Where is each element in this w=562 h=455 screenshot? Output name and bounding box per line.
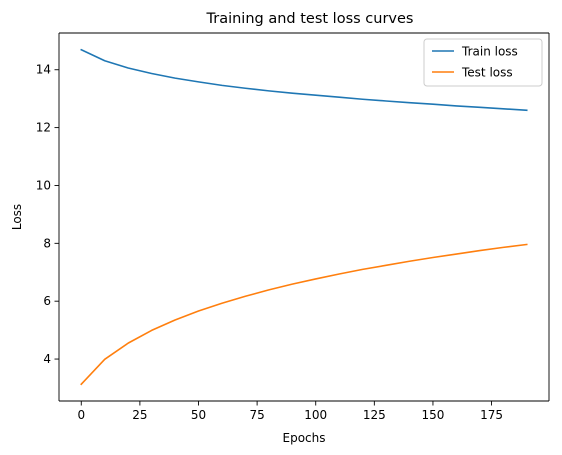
y-tick-label: 12 <box>36 121 51 135</box>
x-tick-label: 100 <box>304 408 327 422</box>
series-lines <box>80 48 528 386</box>
legend: Train loss Test loss <box>423 38 543 87</box>
y-tick-label: 10 <box>36 178 51 192</box>
x-tick-label: 75 <box>249 408 264 422</box>
axes <box>58 32 550 402</box>
x-tick-label: 25 <box>132 408 147 422</box>
x-axis-label: Epochs <box>283 431 326 445</box>
x-tick-label: 125 <box>363 408 386 422</box>
plot-area <box>59 33 549 401</box>
series-line-train-loss <box>80 48 528 112</box>
legend-label-train-loss: Train loss <box>461 45 518 59</box>
series-line-test-loss <box>80 243 528 386</box>
chart-title: Training and test loss curves <box>206 11 414 27</box>
legend-label-test-loss: Test loss <box>461 66 513 80</box>
y-tick-label: 8 <box>43 236 51 250</box>
x-tick-label: 150 <box>421 408 444 422</box>
x-tick-label: 0 <box>77 408 85 422</box>
y-tick-label: 6 <box>43 294 51 308</box>
y-tick-label: 4 <box>43 352 51 366</box>
x-tick-label: 175 <box>480 408 503 422</box>
plot-background <box>59 33 549 401</box>
y-tick-label: 14 <box>36 63 51 77</box>
x-tick-label: 50 <box>191 408 206 422</box>
ticks: 0 25 50 75 100 125 150 175 4 6 8 10 12 14 <box>36 63 503 422</box>
y-axis-label: Loss <box>10 204 24 230</box>
